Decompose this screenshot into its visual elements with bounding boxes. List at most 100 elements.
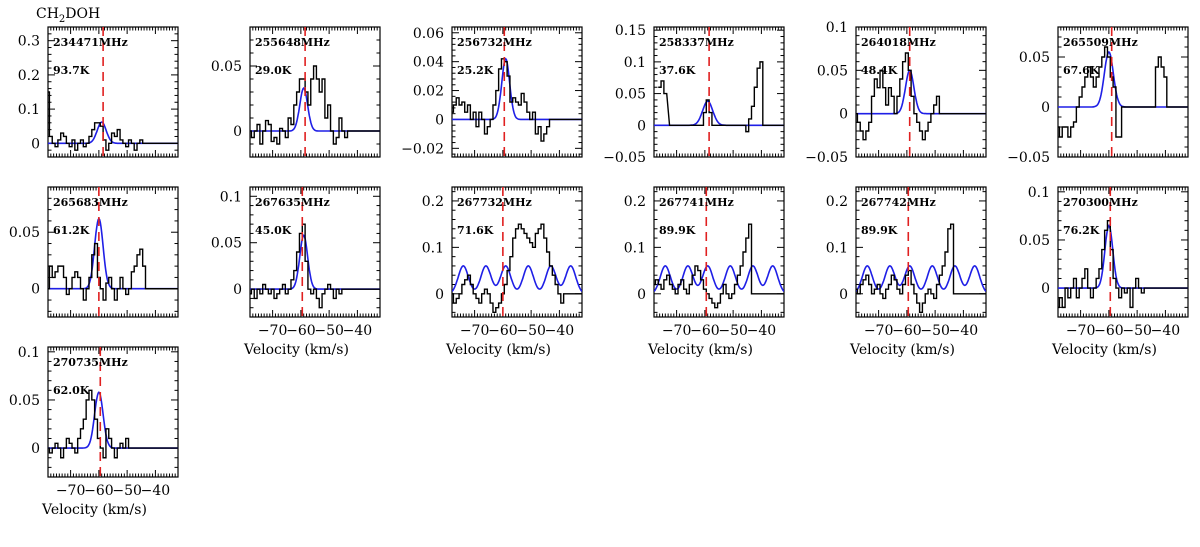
model-spectrum-line: [48, 391, 178, 449]
frequency-label: 234471MHz: [53, 36, 128, 49]
molecule-title-rest: DOH: [65, 6, 100, 22]
x-tick-label: −50: [718, 323, 748, 339]
upper-energy-label: 37.6K: [659, 64, 696, 77]
x-tick-label: −50: [112, 483, 142, 499]
model-spectrum-line: [654, 100, 784, 127]
y-tick-label: 0.1: [826, 240, 848, 256]
panel-plot-area: [654, 187, 784, 317]
observed-spectrum-line: [1058, 220, 1188, 309]
y-tick-label: 0.05: [211, 236, 242, 252]
panel-plot-area: [48, 347, 178, 477]
observed-spectrum-line: [48, 242, 178, 301]
observed-spectrum-line: [250, 65, 380, 145]
x-axis-title: Velocity (km/s): [849, 342, 955, 358]
x-tick-label: −60: [690, 323, 720, 339]
observed-spectrum-line: [452, 223, 582, 314]
y-tick-label: 0.1: [1028, 185, 1050, 201]
spectrum-panel-267741MHz: 0 0.1 0.2 −70−60−50−40 Velocity (km/s) 267741…: [624, 186, 785, 358]
upper-energy-label: 93.7K: [53, 64, 90, 77]
y-tick-label: 0.1: [624, 240, 646, 256]
spectrum-panel-270300MHz: 0 0.05 0.1 −70−60−50−40 Velocity (km/s) 27030…: [1019, 185, 1189, 358]
y-tick-label: 0: [31, 441, 40, 457]
observed-spectrum-line: [856, 52, 986, 141]
y-tick-label: 0.1: [624, 55, 646, 71]
y-tick-label: 0.1: [18, 102, 40, 118]
model-spectrum-line: [654, 265, 784, 292]
upper-energy-label: 25.2K: [457, 64, 494, 77]
upper-energy-label: 76.2K: [1063, 224, 1100, 237]
y-tick-label: 0.02: [413, 84, 444, 100]
observed-spectrum-line: [452, 58, 582, 142]
y-tick-label: 0.2: [422, 194, 444, 210]
y-tick-label: 0.05: [9, 225, 40, 241]
y-tick-label: 0.05: [1019, 233, 1050, 249]
y-tick-label: 0.1: [826, 20, 848, 36]
y-tick-label: 0.05: [211, 59, 242, 75]
y-tick-label: 0.2: [624, 194, 646, 210]
y-tick-label: −0.02: [401, 141, 444, 157]
frequency-label: 265683MHz: [53, 196, 128, 209]
y-tick-label: 0.15: [615, 23, 646, 39]
observed-spectrum-line: [856, 223, 986, 314]
x-tick-label: −50: [920, 323, 950, 339]
x-tick-label: −60: [892, 323, 922, 339]
y-tick-label: −0.05: [603, 150, 646, 166]
spectrum-panel-270735MHz: 0 0.05 0.1 −70−60−50−40 Velocity (km/s) 27073…: [9, 345, 179, 518]
x-tick-label: −70: [864, 323, 894, 339]
x-tick-label: −50: [1122, 323, 1152, 339]
upper-energy-label: 29.0K: [255, 64, 292, 77]
model-spectrum-line: [856, 265, 986, 292]
panel-plot-area: [856, 27, 986, 157]
panel-plot-area: [48, 27, 178, 157]
spectrum-panel-265509MHz: −0.05 0 0.05 265509MHz 67.6K: [1007, 26, 1189, 166]
observed-spectrum-line: [48, 389, 178, 459]
x-tick-label: −70: [1066, 323, 1096, 339]
x-axis-title: Velocity (km/s): [445, 342, 551, 358]
observed-spectrum-line: [48, 91, 178, 151]
x-tick-label: −70: [460, 323, 490, 339]
panel-grid: 0 0.1 0.2 0.3 234471MHz 93.7K 0 0.05 255648MHz 29…: [9, 20, 1189, 518]
y-tick-label: 0: [637, 118, 646, 134]
frequency-label: 258337MHz: [659, 36, 734, 49]
x-tick-label: −50: [516, 323, 546, 339]
frequency-label: 255648MHz: [255, 36, 330, 49]
y-tick-label: 0: [435, 112, 444, 128]
frequency-label: 265509MHz: [1063, 36, 1138, 49]
observed-spectrum-line: [658, 61, 784, 133]
x-tick-label: −40: [747, 323, 777, 339]
frequency-label: 264018MHz: [861, 36, 936, 49]
y-tick-label: 0: [31, 136, 40, 152]
y-tick-label: −0.05: [1007, 150, 1050, 166]
x-tick-label: −40: [949, 323, 979, 339]
y-tick-label: 0.06: [413, 26, 444, 42]
y-tick-label: 0: [1041, 281, 1050, 297]
upper-energy-label: 67.6K: [1063, 64, 1100, 77]
x-axis-title: Velocity (km/s): [1051, 342, 1157, 358]
y-tick-label: 0: [839, 287, 848, 303]
x-tick-label: −40: [545, 323, 575, 339]
frequency-label: 256732MHz: [457, 36, 532, 49]
observed-spectrum-line: [250, 223, 380, 309]
y-tick-label: 0.3: [18, 34, 40, 50]
molecule-title-main: CH: [36, 6, 59, 22]
frequency-label: 270735MHz: [53, 356, 128, 369]
spectrum-panel-256732MHz: −0.02 0 0.02 0.04 0.06 256732MHz 25.2K: [401, 26, 583, 158]
x-axis-title: Velocity (km/s): [647, 342, 753, 358]
x-tick-label: −70: [258, 323, 288, 339]
frequency-label: 267741MHz: [659, 196, 734, 209]
y-tick-label: 0.2: [826, 194, 848, 210]
y-tick-label: 0: [637, 287, 646, 303]
upper-energy-label: 45.0K: [255, 224, 292, 237]
y-tick-label: 0.04: [413, 55, 444, 71]
x-tick-label: −70: [56, 483, 86, 499]
y-tick-label: 0: [839, 107, 848, 123]
y-tick-label: 0: [31, 282, 40, 298]
x-axis-title: Velocity (km/s): [41, 502, 147, 518]
frequency-label: 267742MHz: [861, 196, 936, 209]
spectrum-panel-267635MHz: 0 0.05 0.1 −70−60−50−40 Velocity (km/s) 26763…: [211, 186, 381, 358]
x-tick-label: −60: [84, 483, 114, 499]
x-tick-label: −40: [343, 323, 373, 339]
spectrum-panel-267742MHz: 0 0.1 0.2 −70−60−50−40 Velocity (km/s) 267742…: [826, 186, 987, 358]
y-tick-label: 0.05: [817, 63, 848, 79]
